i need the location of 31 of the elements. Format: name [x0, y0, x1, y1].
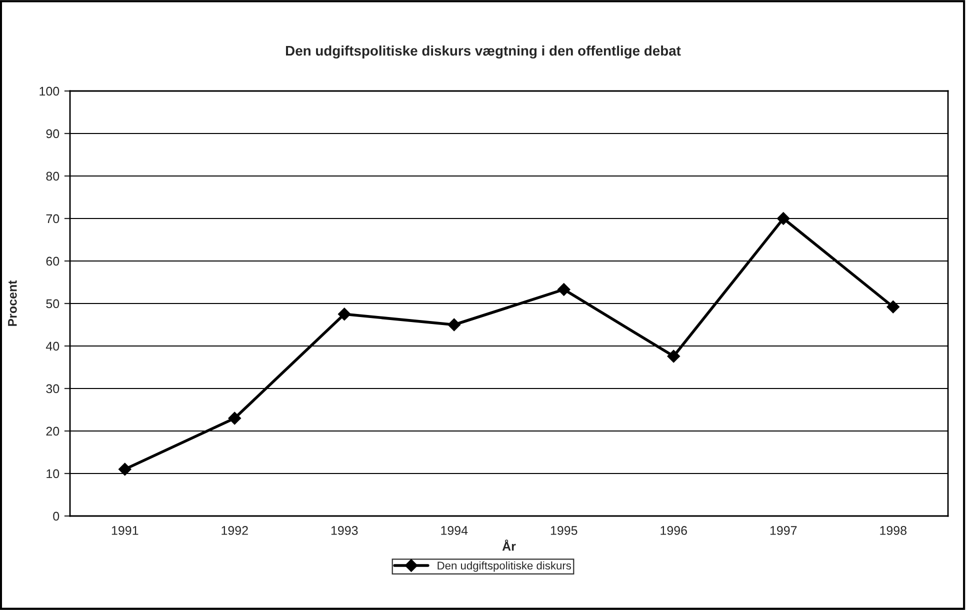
x-tick-label: 1995	[550, 526, 578, 535]
point	[228, 412, 242, 425]
y-tick-label: 50	[46, 299, 60, 308]
point	[118, 462, 132, 476]
y-tick-label: 70	[46, 214, 60, 224]
x-tick-label: 1991	[112, 526, 138, 535]
y-tick-label: 20	[46, 426, 60, 436]
x-tick-label: 1996	[660, 526, 687, 535]
x-tick-label: 1994	[441, 526, 468, 535]
x-axis-title: År	[502, 540, 516, 551]
y-tick-label: 90	[46, 129, 60, 138]
x-tick-label: 1997	[770, 526, 797, 535]
point	[557, 283, 570, 296]
y-tick-label: 40	[46, 342, 60, 351]
point	[448, 318, 461, 332]
x-tick-label: 1993	[331, 526, 358, 535]
y-tick-label: 10	[46, 469, 60, 478]
y-tick-label: 30	[46, 384, 60, 394]
legend-label: Den udgiftspolitiske diskurs	[438, 561, 572, 572]
point	[886, 300, 900, 314]
point	[338, 308, 351, 321]
chart-title: Den udgiftspolitiske diskurs vægtning i den offentlige debat	[286, 45, 681, 59]
x-tick-label: 1998	[880, 526, 906, 535]
y-tick-label: 100	[40, 86, 60, 96]
point	[776, 212, 790, 225]
y-tick-label: 80	[46, 172, 60, 181]
y-axis-title: Procent	[8, 280, 17, 326]
point	[667, 350, 680, 363]
y-tick-label: 60	[46, 256, 60, 266]
x-tick-label: 1992	[222, 526, 248, 535]
y-tick-label: 0	[53, 512, 60, 521]
